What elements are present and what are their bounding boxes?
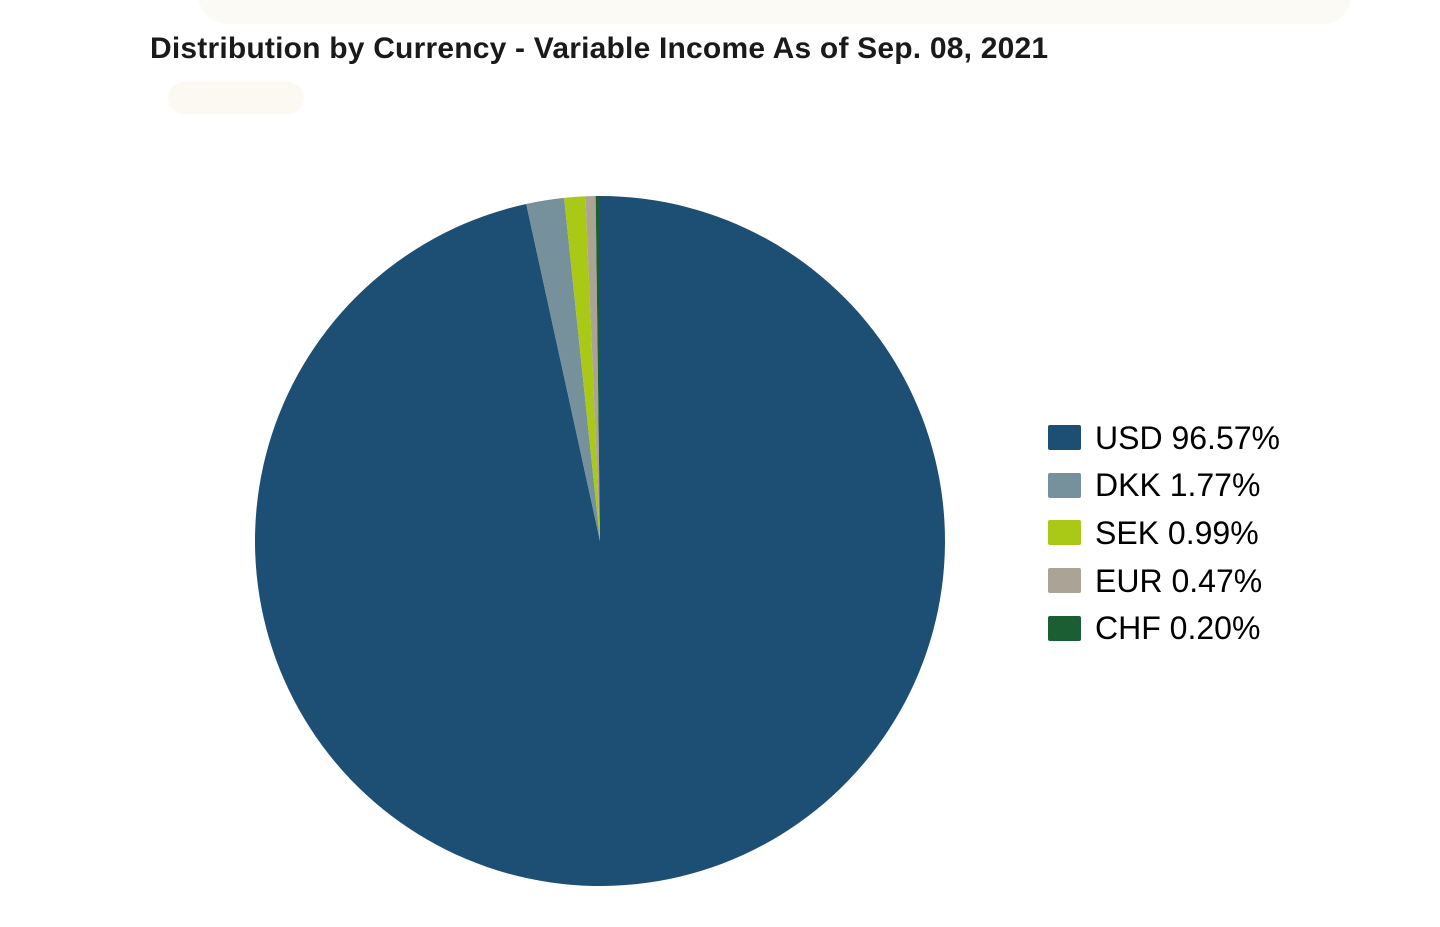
pie-legend: USD 96.57% DKK 1.77% SEK 0.99% EUR 0.47%… bbox=[1048, 414, 1280, 652]
pie-slice-usd bbox=[255, 196, 945, 886]
legend-row-dkk: DKK 1.77% bbox=[1048, 462, 1280, 510]
legend-swatch-usd-icon bbox=[1048, 425, 1081, 451]
watermark-blob bbox=[168, 82, 304, 114]
legend-label-eur: EUR 0.47% bbox=[1095, 562, 1263, 599]
legend-row-chf: CHF 0.20% bbox=[1048, 604, 1280, 652]
pie-chart bbox=[255, 196, 945, 886]
pie-slice-chf bbox=[595, 196, 600, 541]
pie-slice-eur bbox=[585, 196, 600, 541]
legend-row-sek: SEK 0.99% bbox=[1048, 509, 1280, 557]
legend-row-eur: EUR 0.47% bbox=[1048, 557, 1280, 605]
legend-swatch-dkk-icon bbox=[1048, 472, 1081, 498]
legend-label-dkk: DKK 1.77% bbox=[1095, 467, 1261, 504]
legend-swatch-eur-icon bbox=[1048, 568, 1081, 594]
legend-label-chf: CHF 0.20% bbox=[1095, 610, 1261, 647]
chart-title: Distribution by Currency - Variable Inco… bbox=[150, 32, 1049, 65]
legend-row-usd: USD 96.57% bbox=[1048, 414, 1280, 462]
legend-swatch-chf-icon bbox=[1048, 615, 1081, 641]
legend-label-usd: USD 96.57% bbox=[1095, 419, 1280, 456]
watermark-band bbox=[198, 0, 1350, 24]
legend-label-sek: SEK 0.99% bbox=[1095, 514, 1259, 551]
pie-slice-dkk bbox=[526, 197, 600, 541]
pie-slice-sek bbox=[564, 196, 600, 541]
legend-swatch-sek-icon bbox=[1048, 520, 1081, 546]
